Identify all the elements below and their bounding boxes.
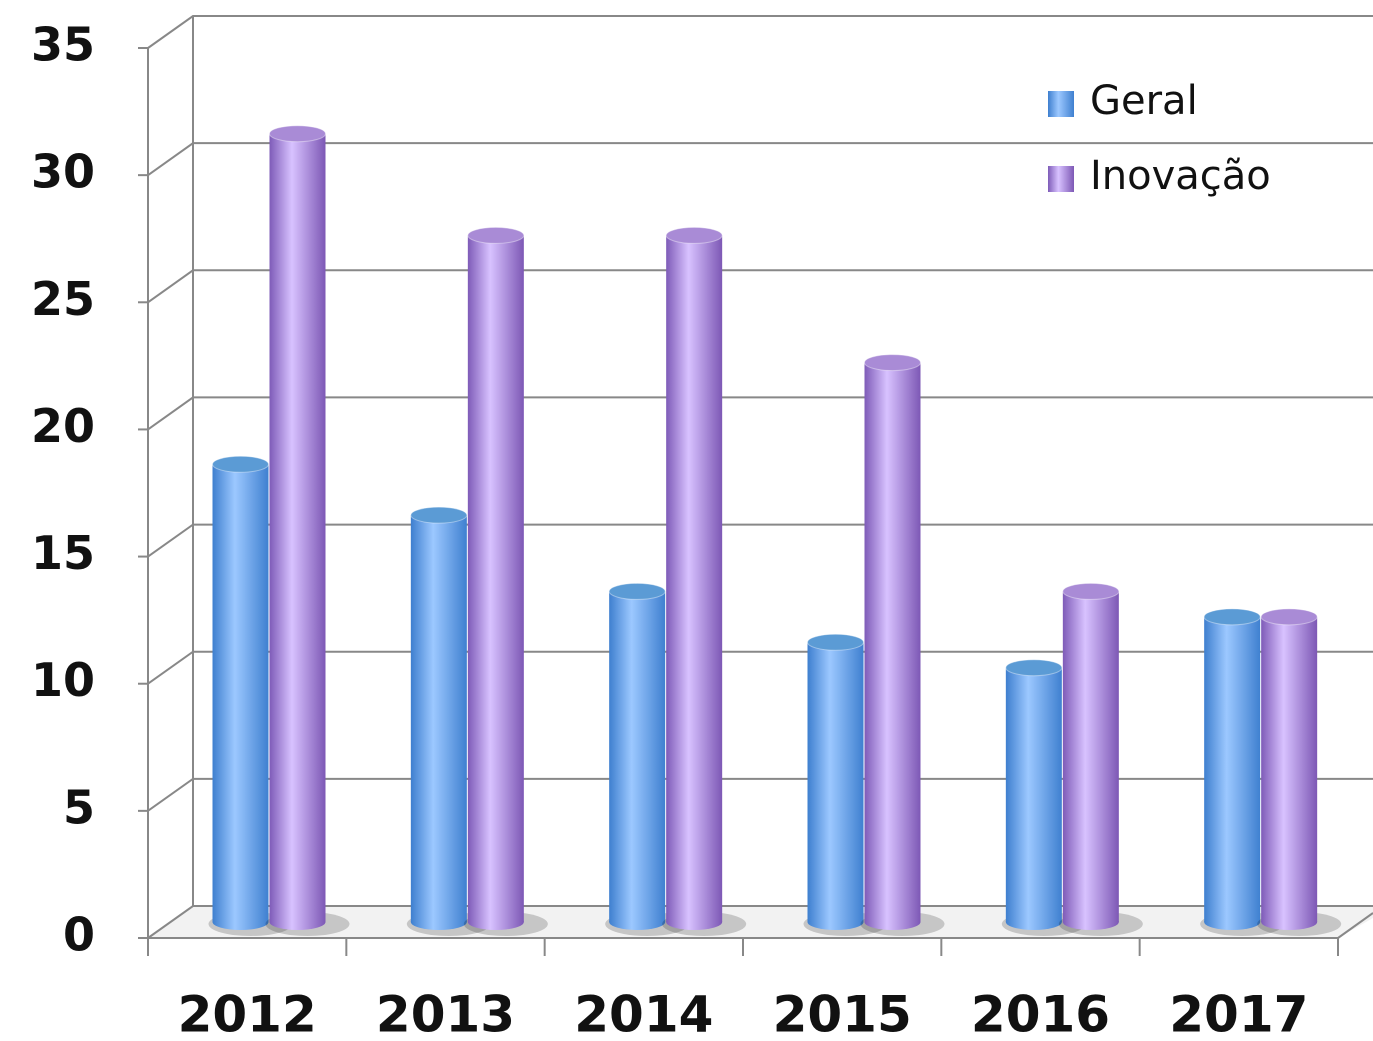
bar-body xyxy=(609,591,666,922)
bar-bottom xyxy=(807,914,864,930)
y-tick-label: 0 xyxy=(63,908,95,962)
bar xyxy=(605,582,690,936)
bar xyxy=(1058,582,1143,936)
legend-label: Inovação xyxy=(1090,153,1271,199)
bar xyxy=(1257,608,1342,936)
x-tick-label: 2012 xyxy=(178,986,317,1041)
bar-top xyxy=(410,506,468,524)
bar-bottom xyxy=(410,914,467,930)
grid-line xyxy=(147,396,1373,431)
bar-body xyxy=(212,464,269,922)
bar-bottom xyxy=(1261,914,1318,930)
bar-top xyxy=(467,226,525,244)
bar-bottom xyxy=(1204,914,1261,930)
bar-top xyxy=(1260,608,1318,626)
bar-top xyxy=(665,226,723,244)
bar-body xyxy=(1261,616,1318,922)
y-tick-label: 5 xyxy=(63,780,95,834)
grid-line xyxy=(147,650,1373,685)
y-tick-label: 15 xyxy=(31,526,95,580)
bar xyxy=(406,506,491,936)
bar-body xyxy=(807,642,864,922)
bar-top xyxy=(1005,659,1063,677)
bar xyxy=(463,226,548,936)
x-tick-label: 2017 xyxy=(1169,986,1308,1041)
bar-body xyxy=(666,235,723,922)
bar-top xyxy=(212,455,269,473)
bar-top xyxy=(864,354,921,372)
bar-body xyxy=(864,362,921,923)
bar-top xyxy=(1203,608,1261,626)
bar-body xyxy=(269,133,326,922)
y-tick-label: 30 xyxy=(31,145,95,199)
bar-bottom xyxy=(609,914,666,930)
x-tick-label: 2013 xyxy=(376,986,515,1041)
grid-line xyxy=(147,777,1373,812)
bar-bottom xyxy=(269,914,326,930)
y-tick-label: 35 xyxy=(31,18,95,72)
grid-line xyxy=(147,523,1373,558)
x-tick-label: 2016 xyxy=(971,986,1110,1041)
bar xyxy=(1200,608,1285,936)
y-tick-label: 25 xyxy=(31,272,95,326)
y-tick-label: 20 xyxy=(31,399,95,453)
bar xyxy=(860,354,945,936)
bar-bottom xyxy=(666,914,723,930)
grid-line xyxy=(147,15,1373,49)
floor-edge xyxy=(1337,912,1373,939)
grid-line xyxy=(147,905,1373,939)
bar xyxy=(1001,659,1086,936)
grid-line xyxy=(147,269,1373,304)
bar-body xyxy=(467,235,524,922)
bar-bottom xyxy=(1062,914,1119,930)
grid-line xyxy=(147,142,1373,176)
bar-bottom xyxy=(864,914,921,930)
bar xyxy=(265,125,350,936)
bar-top xyxy=(1062,582,1120,600)
y-tick-label: 10 xyxy=(31,653,95,707)
legend-swatch xyxy=(1048,91,1074,117)
x-tick-label: 2015 xyxy=(773,986,912,1041)
legend-swatch xyxy=(1048,166,1074,192)
bar-bottom xyxy=(467,914,524,930)
legend-label: Geral xyxy=(1090,78,1198,124)
bar-body xyxy=(1062,591,1119,922)
bar-top xyxy=(807,633,864,651)
bar-bottom xyxy=(212,914,269,930)
x-tick-label: 2014 xyxy=(574,986,713,1041)
bar-bottom xyxy=(1005,914,1062,930)
bar-body xyxy=(1204,616,1261,922)
bar-body xyxy=(410,515,467,922)
bar-top xyxy=(269,125,326,143)
bar-body xyxy=(1005,667,1062,922)
bar-top xyxy=(608,582,666,600)
bar xyxy=(662,226,747,936)
